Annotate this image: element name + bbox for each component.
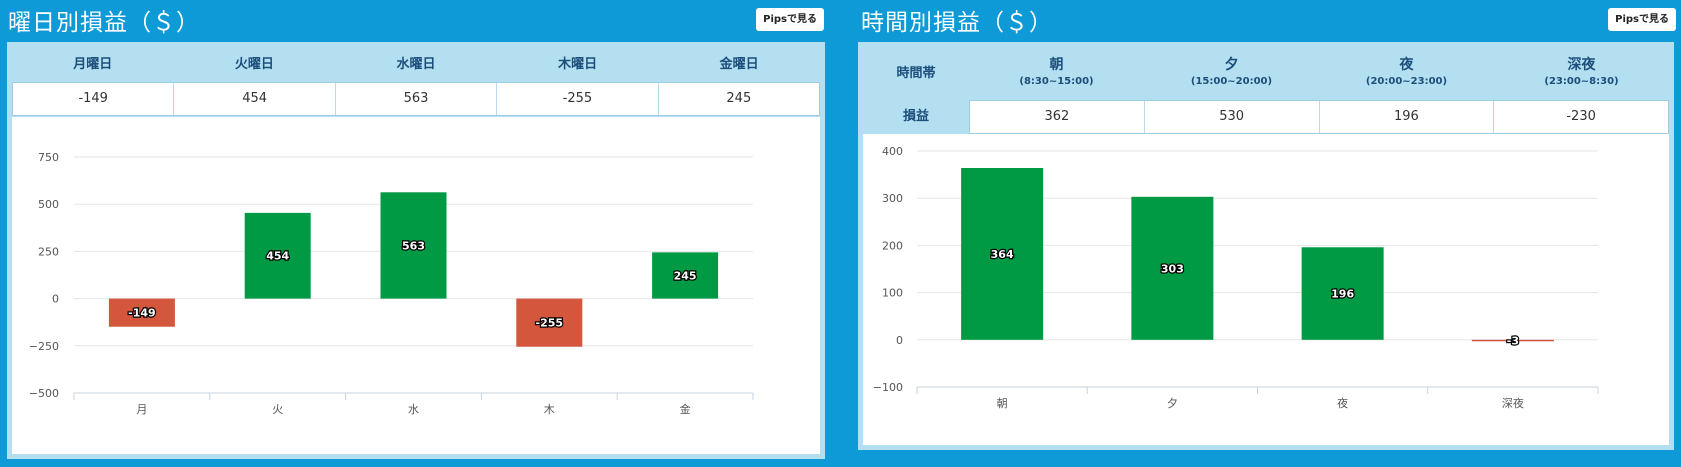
bar-data-label: 196 (1331, 288, 1354, 301)
x-tick-label: 朝 (997, 397, 1008, 410)
bar-data-label: 454 (266, 250, 289, 263)
timeslot-header-name: 夕 (1224, 57, 1239, 73)
x-tick-label: 火 (272, 403, 283, 416)
bar-weekday-3 (516, 298, 583, 347)
bar-data-label: -255 (536, 317, 564, 330)
y-tick-label: 0 (52, 293, 59, 306)
weekday-value-thu: -255 (496, 83, 657, 115)
timeslot-header-range: (15:00~20:00) (1190, 76, 1273, 87)
x-tick-label: 夜 (1337, 396, 1348, 410)
weekday-pips-button[interactable]: Pipsで見る (756, 8, 824, 31)
timeslot-title: 時間別損益（＄） (861, 10, 1053, 36)
weekday-value-mon: -149 (78, 91, 108, 106)
bar-timeslot-3 (1471, 339, 1554, 342)
weekday-value-row: -149 454 563 -255 245 (12, 82, 820, 116)
weekday-card: 月曜日 火曜日 水曜日 木曜日 金曜日 -149 454 563 -255 24… (7, 42, 825, 459)
timeslot-header-name: 夜 (1399, 57, 1414, 73)
timeslot-header-range: (20:00~23:00) (1365, 76, 1448, 87)
x-tick-label: 深夜 (1502, 396, 1524, 410)
y-tick-label: 300 (882, 192, 903, 205)
weekday-chart-box: −500 −250 0 250 500 750 -149 月 454 火 563 水 -255 木 245 金 (12, 117, 820, 454)
weekday-header-mon: 月曜日 (73, 57, 113, 72)
x-tick-label: 夕 (1167, 397, 1178, 410)
x-tick-label: 木 (544, 403, 555, 416)
timeslot-header-late-night: 深夜 (23:00~8:30) (1494, 47, 1669, 100)
timeslot-header-night: 夜 (20:00~23:00) (1319, 47, 1494, 100)
y-tick-label: 400 (882, 145, 903, 158)
y-tick-label: 100 (882, 287, 903, 300)
bar-data-label: 245 (674, 269, 697, 282)
timeslot-card: 時間帯 朝 (8:30~15:00) 夕 (15:00~20:00) 夜 (20… (858, 42, 1674, 450)
weekday-header-row: 月曜日 火曜日 水曜日 木曜日 金曜日 (12, 47, 820, 82)
timeslot-value-late-night: -230 (1493, 101, 1668, 133)
timeslot-header-evening: 夕 (15:00~20:00) (1144, 47, 1319, 100)
x-tick-label: 月 (136, 403, 147, 416)
y-tick-label: 250 (38, 245, 59, 258)
bar-weekday-0 (108, 298, 175, 327)
y-tick-label: 500 (38, 198, 59, 211)
weekday-header-thu: 木曜日 (558, 57, 598, 72)
timeslot-header-name: 深夜 (1567, 57, 1596, 73)
timeslot-table: 時間帯 朝 (8:30~15:00) 夕 (15:00~20:00) 夜 (20… (863, 47, 1669, 134)
weekday-table: 月曜日 火曜日 水曜日 木曜日 金曜日 -149 454 563 -255 24… (12, 47, 820, 116)
timeslot-header-range: (23:00~8:30) (1544, 76, 1619, 87)
timeslot-value-row: 損益 362 530 196 -230 (863, 100, 1669, 134)
timeslot-row-label: 損益 (902, 109, 929, 124)
bar-timeslot-1 (1131, 196, 1214, 340)
bar-timeslot-2 (1301, 247, 1384, 340)
weekday-header-wed: 水曜日 (396, 57, 436, 72)
x-tick-label: 水 (408, 403, 419, 416)
timeslot-header-range: (8:30~15:00) (1019, 76, 1094, 87)
timeslot-chart-box: −100 0 100 200 300 400 364 朝 303 夕 196 夜 -3 深夜 (863, 134, 1669, 445)
y-tick-label: −500 (29, 387, 59, 400)
y-tick-label: 200 (882, 239, 903, 252)
timeslot-value-evening: 530 (1143, 101, 1319, 133)
weekday-value-fri: 245 (657, 83, 819, 115)
timeslot-corner-label: 時間帯 (896, 66, 936, 81)
weekday-title: 曜日別損益（＄） (8, 10, 200, 36)
x-tick-label: 金 (680, 402, 691, 416)
timeslot-value-morning: 362 (1044, 109, 1070, 124)
y-tick-label: 0 (896, 334, 903, 347)
weekday-header-tue: 火曜日 (234, 57, 274, 72)
y-tick-label: −250 (29, 340, 59, 353)
timeslot-value-night: 196 (1318, 101, 1494, 133)
bar-data-label: 563 (402, 239, 425, 252)
weekday-value-wed: 563 (334, 83, 496, 115)
bar-timeslot-0 (961, 167, 1044, 340)
timeslot-header-name: 朝 (1049, 57, 1064, 73)
y-tick-label: −100 (873, 381, 903, 394)
bar-weekday-4 (652, 252, 719, 299)
bar-data-label: -149 (128, 307, 156, 320)
bar-data-label: 364 (991, 248, 1014, 261)
y-tick-label: 750 (38, 151, 59, 164)
bar-data-label: 303 (1161, 262, 1184, 275)
bar-weekday-1 (244, 212, 311, 299)
timeslot-header-row: 時間帯 朝 (8:30~15:00) 夕 (15:00~20:00) 夜 (20… (863, 47, 1669, 100)
timeslot-chart: −100 0 100 200 300 400 364 朝 303 夕 196 夜 -3 深夜 (873, 145, 1599, 410)
weekday-header-fri: 金曜日 (719, 57, 759, 72)
timeslot-pips-button[interactable]: Pipsで見る (1608, 8, 1676, 31)
weekday-value-tue: 454 (173, 83, 334, 115)
bar-data-label: -3 (1507, 335, 1519, 348)
weekday-chart: −500 −250 0 250 500 750 -149 月 454 火 563 水 -255 木 245 金 (29, 151, 754, 416)
timeslot-header-morning: 朝 (8:30~15:00) (969, 47, 1144, 100)
timeslot-values: 362 530 196 -230 (969, 100, 1669, 134)
bar-weekday-2 (380, 192, 447, 299)
